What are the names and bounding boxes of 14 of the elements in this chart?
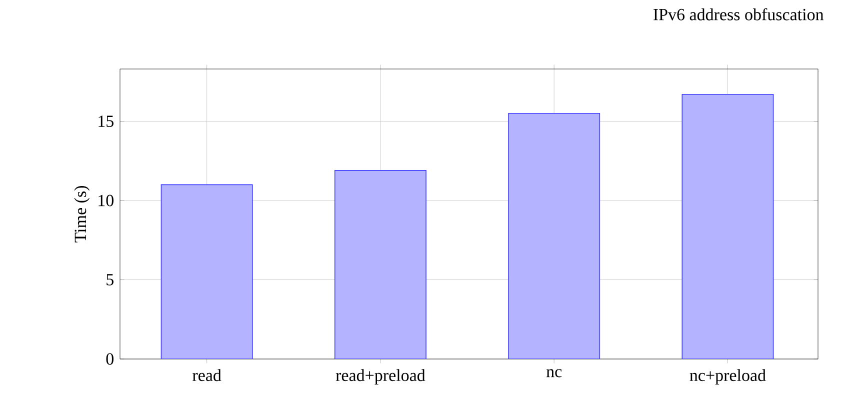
- bar: [334, 170, 426, 359]
- bar: [160, 184, 253, 359]
- x-tick-label: nc: [546, 369, 562, 378]
- chart-title: IPv6 address obfuscation: [654, 8, 824, 20]
- bar: [508, 112, 600, 359]
- x-tick-label: nc+preload: [690, 369, 766, 385]
- y-tick-label: 10: [98, 194, 114, 206]
- bar: [682, 94, 774, 359]
- y-axis-title: Time (s): [74, 186, 90, 242]
- x-tick-label: read+preload: [336, 369, 426, 385]
- x-tick-label: read: [192, 369, 222, 382]
- y-tick-label: 5: [106, 274, 114, 286]
- y-tick-label: 0: [106, 353, 114, 365]
- y-tick-label: 15: [98, 116, 114, 127]
